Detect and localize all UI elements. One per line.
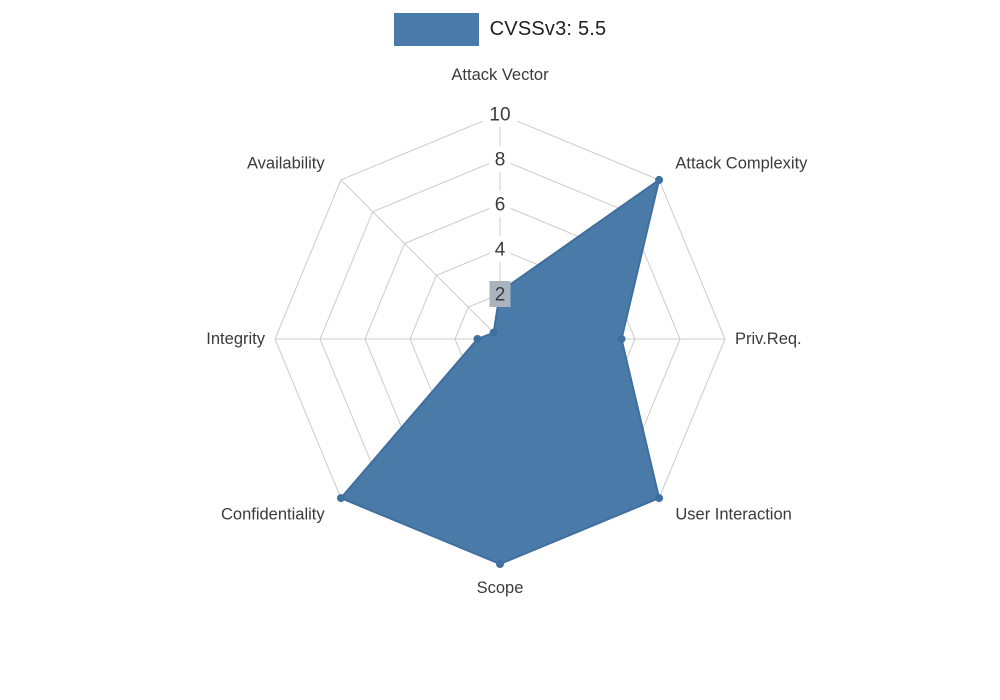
series-vertex-dot — [655, 175, 664, 184]
tick-label-box — [483, 101, 517, 127]
axis-label: Scope — [477, 579, 524, 597]
axis-label: Availability — [247, 155, 325, 173]
tick-label-box — [489, 236, 511, 262]
axis-label: Attack Vector — [451, 66, 549, 84]
tick-label: 2 — [495, 285, 506, 306]
series-vertex-dot — [655, 494, 664, 503]
tick-label-box — [489, 146, 511, 172]
axis-label: Integrity — [206, 330, 265, 348]
series-vertex-dot — [336, 494, 345, 503]
tick-label: 8 — [495, 150, 506, 171]
axis-label: User Interaction — [675, 505, 791, 523]
tick-label: 6 — [495, 195, 506, 216]
tick-label: 10 — [489, 105, 510, 126]
grid-spoke — [340, 179, 501, 340]
axis-label: Confidentiality — [221, 505, 325, 523]
series-vertex-dot — [617, 335, 626, 343]
series-vertex-dot — [473, 335, 482, 343]
tick-label: 4 — [495, 240, 506, 261]
axis-label: Priv.Req. — [735, 330, 802, 348]
series-vertex-dot — [496, 560, 504, 568]
axis-label: Attack Complexity — [675, 155, 808, 173]
tick-label-box — [489, 281, 511, 307]
tick-label-box — [489, 191, 511, 217]
series-vertex-dot — [489, 328, 498, 337]
